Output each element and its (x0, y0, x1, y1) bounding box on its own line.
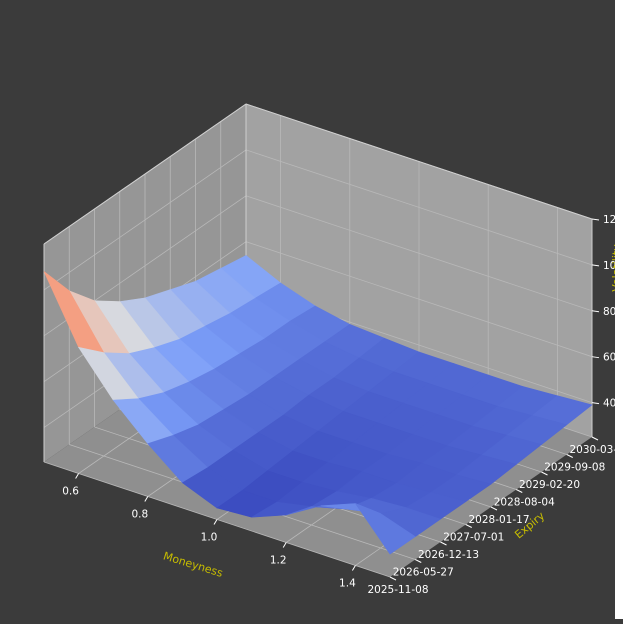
x-tick-label: 1.0 (201, 532, 218, 544)
grid-line-z (43, 149, 247, 291)
y-tick-label: 2025-11-08 (367, 584, 428, 596)
y-tick-mark (389, 576, 397, 581)
x-tick-label: 0.8 (131, 509, 148, 521)
z-tick-label: 80 (603, 306, 616, 318)
y-tick-label: 2026-12-13 (418, 549, 479, 561)
z-tick-mark (591, 356, 600, 359)
x-tick-mark (282, 542, 287, 548)
x-tick-label: 1.2 (270, 555, 287, 567)
y-tick-mark (440, 541, 447, 546)
volatility-surface (43, 255, 593, 555)
figure-right-edge (615, 0, 623, 619)
y-tick-mark (566, 454, 573, 458)
y-tick-label: 2027-07-01 (443, 532, 504, 544)
y-tick-label: 2026-05-27 (393, 567, 454, 579)
z-tick-label: 40 (603, 398, 616, 410)
z-tick-mark (591, 264, 600, 267)
axis-ticks: 0.6 0.8 1.0 1.2 1.4 2025-11-08 2026-05-27 2026-… (62, 214, 623, 596)
y-tick-mark (591, 436, 599, 441)
y-tick-label: 2028-01-17 (468, 514, 529, 526)
z-tick-label: 60 (603, 352, 616, 364)
z-tick-mark (591, 310, 600, 313)
y-tick-mark (415, 559, 422, 563)
grid-line-z (245, 195, 593, 312)
x-tick-mark (75, 473, 80, 479)
y-tick-label: 2030-03-27 (569, 444, 623, 456)
y-tick-mark (465, 524, 472, 528)
z-tick-mark (591, 218, 600, 221)
x-tick-label: 0.6 (62, 486, 79, 498)
grid-line-z (245, 241, 593, 358)
y-tick-label: 2029-02-20 (519, 479, 580, 491)
y-tick-mark (516, 489, 523, 493)
axes-edge (245, 103, 593, 220)
grid-line-z (245, 149, 593, 266)
x-tick-label: 1.4 (339, 578, 356, 590)
x-axis-label: Moneyness (162, 549, 225, 580)
y-tick-label: 2029-09-08 (544, 462, 605, 474)
z-tick-mark (591, 402, 600, 405)
x-tick-mark (213, 519, 218, 525)
surface-patch (354, 502, 416, 555)
x-tick-mark (144, 496, 149, 502)
y-tick-label: 2028-08-04 (494, 497, 555, 509)
y-tick-mark (490, 506, 498, 511)
y-tick-mark (541, 471, 548, 476)
axes-edge (43, 103, 247, 245)
x-tick-mark (351, 565, 356, 571)
